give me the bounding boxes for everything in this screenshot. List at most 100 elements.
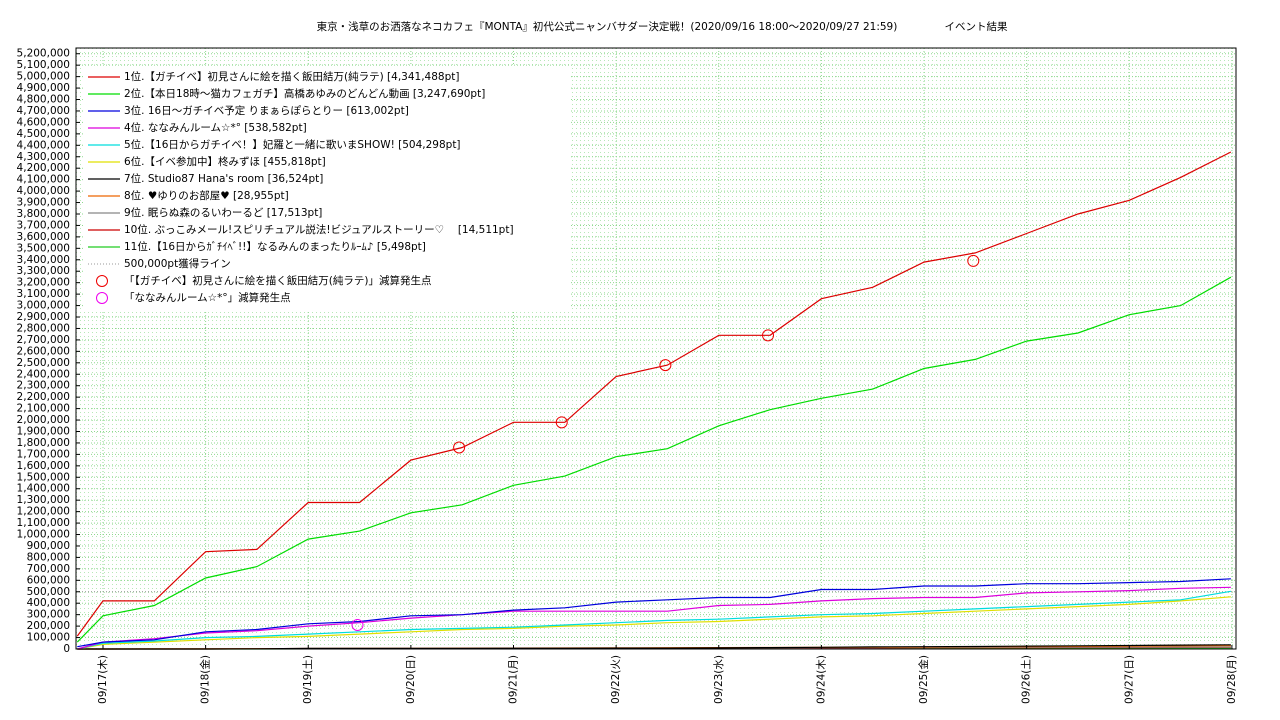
legend-label: 「【ガチイベ】初見さんに絵を描く飯田結万(純ラテ)」減算発生点 (124, 274, 431, 287)
event-marker (555, 416, 568, 429)
y-tick-label: 500,000 (27, 586, 70, 598)
y-tick-label: 4,500,000 (17, 128, 70, 140)
legend-label: 8位. ♥ゆりのお部屋♥ [28,955pt] (124, 189, 289, 202)
y-tick-label: 2,200,000 (17, 391, 70, 403)
y-tick-label: 3,000,000 (17, 300, 70, 312)
y-tick-label: 700,000 (27, 563, 70, 575)
series-line (77, 590, 1231, 650)
series-line (77, 578, 1231, 648)
y-tick-label: 3,300,000 (17, 265, 70, 277)
y-tick-label: 1,800,000 (17, 437, 70, 449)
y-tick-label: 900,000 (27, 540, 70, 552)
y-tick-label: 1,400,000 (17, 483, 70, 495)
y-tick-label: 5,200,000 (17, 48, 70, 60)
y-tick-label: 0 (63, 643, 70, 655)
y-tick-label: 5,100,000 (17, 59, 70, 71)
marks (76, 151, 1236, 650)
y-tick-label: 3,100,000 (17, 288, 70, 300)
y-tick-label: 2,600,000 (17, 345, 70, 357)
y-tick-label: 1,100,000 (17, 517, 70, 529)
y-tick-label: 4,100,000 (17, 174, 70, 186)
y-tick-label: 2,900,000 (17, 311, 70, 323)
x-tick-label: 09/19(土) (301, 655, 314, 704)
chart-title: 東京・浅草のお洒落なネコカフェ『MONTA』初代公式ニャンバサダー決定戦！(20… (317, 20, 898, 33)
x-tick-label: 09/24(木) (815, 655, 827, 704)
legend-label: 11位.【16日からｶﾞﾁｲﾍﾞ!!】なるみんのまったりﾙｰﾑ♪ [5,498p… (124, 240, 426, 253)
event-marker (453, 441, 466, 454)
y-tick-label: 3,600,000 (17, 231, 70, 243)
legend-label: 6位.【イベ参加中】柊みずほ [455,818pt] (124, 155, 326, 168)
y-tick-label: 2,100,000 (17, 403, 70, 415)
x-tick-label: 09/26(土) (1020, 655, 1033, 704)
y-tick-label: 1,700,000 (17, 448, 70, 460)
x-tick-label: 09/23(水) (713, 655, 725, 704)
y-tick-label: 2,800,000 (17, 322, 70, 334)
legend-label: 500,000pt獲得ライン (124, 257, 231, 270)
y-tick-label: 4,000,000 (17, 185, 70, 197)
x-tick-label: 09/28(月) (1226, 655, 1238, 704)
x-tick-label: 09/27(日) (1123, 655, 1135, 704)
legend-label: 10位. ぶっこみメール!スピリチュアル説法!ビジュアルストーリー♡ [14,5… (124, 223, 514, 236)
legend: 1位.【ガチイベ】初見さんに絵を描く飯田結万(純ラテ) [4,341,488pt… (84, 66, 570, 310)
y-tick-label: 3,500,000 (17, 242, 70, 254)
y-tick-label: 1,600,000 (17, 460, 70, 472)
event-marker (351, 618, 364, 631)
y-tick-label: 4,700,000 (17, 105, 70, 117)
y-tick-label: 2,000,000 (17, 414, 70, 426)
y-tick-label: 100,000 (27, 632, 70, 644)
event-marker (967, 254, 980, 267)
x-tick-label: 09/21(月) (508, 655, 520, 704)
y-tick-label: 300,000 (27, 609, 70, 621)
y-tick-label: 3,700,000 (17, 219, 70, 231)
legend-label: 9位. 眠らぬ森のるいわーるど [17,513pt] (124, 206, 322, 219)
y-tick-label: 4,200,000 (17, 162, 70, 174)
y-tick-label: 1,500,000 (17, 471, 70, 483)
legend-label: 5位.【16日からガチイベ！】妃羅と一緒に歌いまSHOW! [504,298pt… (124, 138, 461, 151)
legend-box (84, 66, 570, 310)
y-tick-label: 4,400,000 (17, 139, 70, 151)
x-tick-label: 09/22(火) (610, 655, 622, 704)
plot-frame (75, 47, 1237, 650)
y-tick-label: 1,900,000 (17, 425, 70, 437)
legend-label: 7位. Studio87 Hana's room [36,524pt] (124, 172, 323, 185)
legend-label: 1位.【ガチイベ】初見さんに絵を描く飯田結万(純ラテ) [4,341,488pt… (124, 70, 459, 83)
event-marker (659, 359, 672, 372)
y-tick-label: 4,300,000 (17, 151, 70, 163)
series-line (77, 596, 1231, 650)
legend-swatch (96, 275, 108, 287)
x-tick-label: 09/25(金) (917, 655, 930, 704)
legend-swatch (96, 292, 108, 304)
series-line (76, 151, 1232, 637)
x-tick-label: 09/18(金) (199, 655, 212, 704)
chart-subtitle: イベント結果 (945, 20, 1008, 33)
series-line (76, 276, 1232, 643)
y-tick-label: 2,300,000 (17, 380, 70, 392)
y-tick-label: 4,800,000 (17, 94, 70, 106)
y-tick-label: 200,000 (27, 620, 70, 632)
y-tick-label: 2,700,000 (17, 334, 70, 346)
grid (76, 48, 1236, 650)
y-tick-label: 4,900,000 (17, 82, 70, 94)
x-tick-label: 09/17(木) (97, 655, 109, 704)
y-tick-label: 2,400,000 (17, 368, 70, 380)
y-tick-label: 3,400,000 (17, 254, 70, 266)
y-tick-label: 1,300,000 (17, 494, 70, 506)
y-tick-label: 3,200,000 (17, 277, 70, 289)
legend-label: 4位. ななみんルーム☆*° [538,582pt] (124, 121, 307, 134)
y-tick-label: 600,000 (27, 574, 70, 586)
y-tick-label: 1,200,000 (17, 506, 70, 518)
y-tick-label: 4,600,000 (17, 116, 70, 128)
legend-label: 2位.【本日18時〜猫カフェガチ】高橋あゆみのどんどん動画 [3,247,690… (124, 87, 485, 100)
y-tick-label: 3,900,000 (17, 197, 70, 209)
event-marker (762, 329, 775, 342)
y-tick-label: 1,000,000 (17, 529, 70, 541)
y-tick-label: 800,000 (27, 551, 70, 563)
series-line (77, 586, 1231, 650)
y-tick-label: 2,500,000 (17, 357, 70, 369)
y-tick-label: 3,800,000 (17, 208, 70, 220)
legend-label: 3位. 16日〜ガチイベ予定 りまぁらぽらとりー [613,002pt] (124, 104, 409, 117)
y-tick-label: 5,000,000 (17, 71, 70, 83)
axes: 0100,000200,000300,000400,000500,000600,… (17, 48, 1238, 704)
